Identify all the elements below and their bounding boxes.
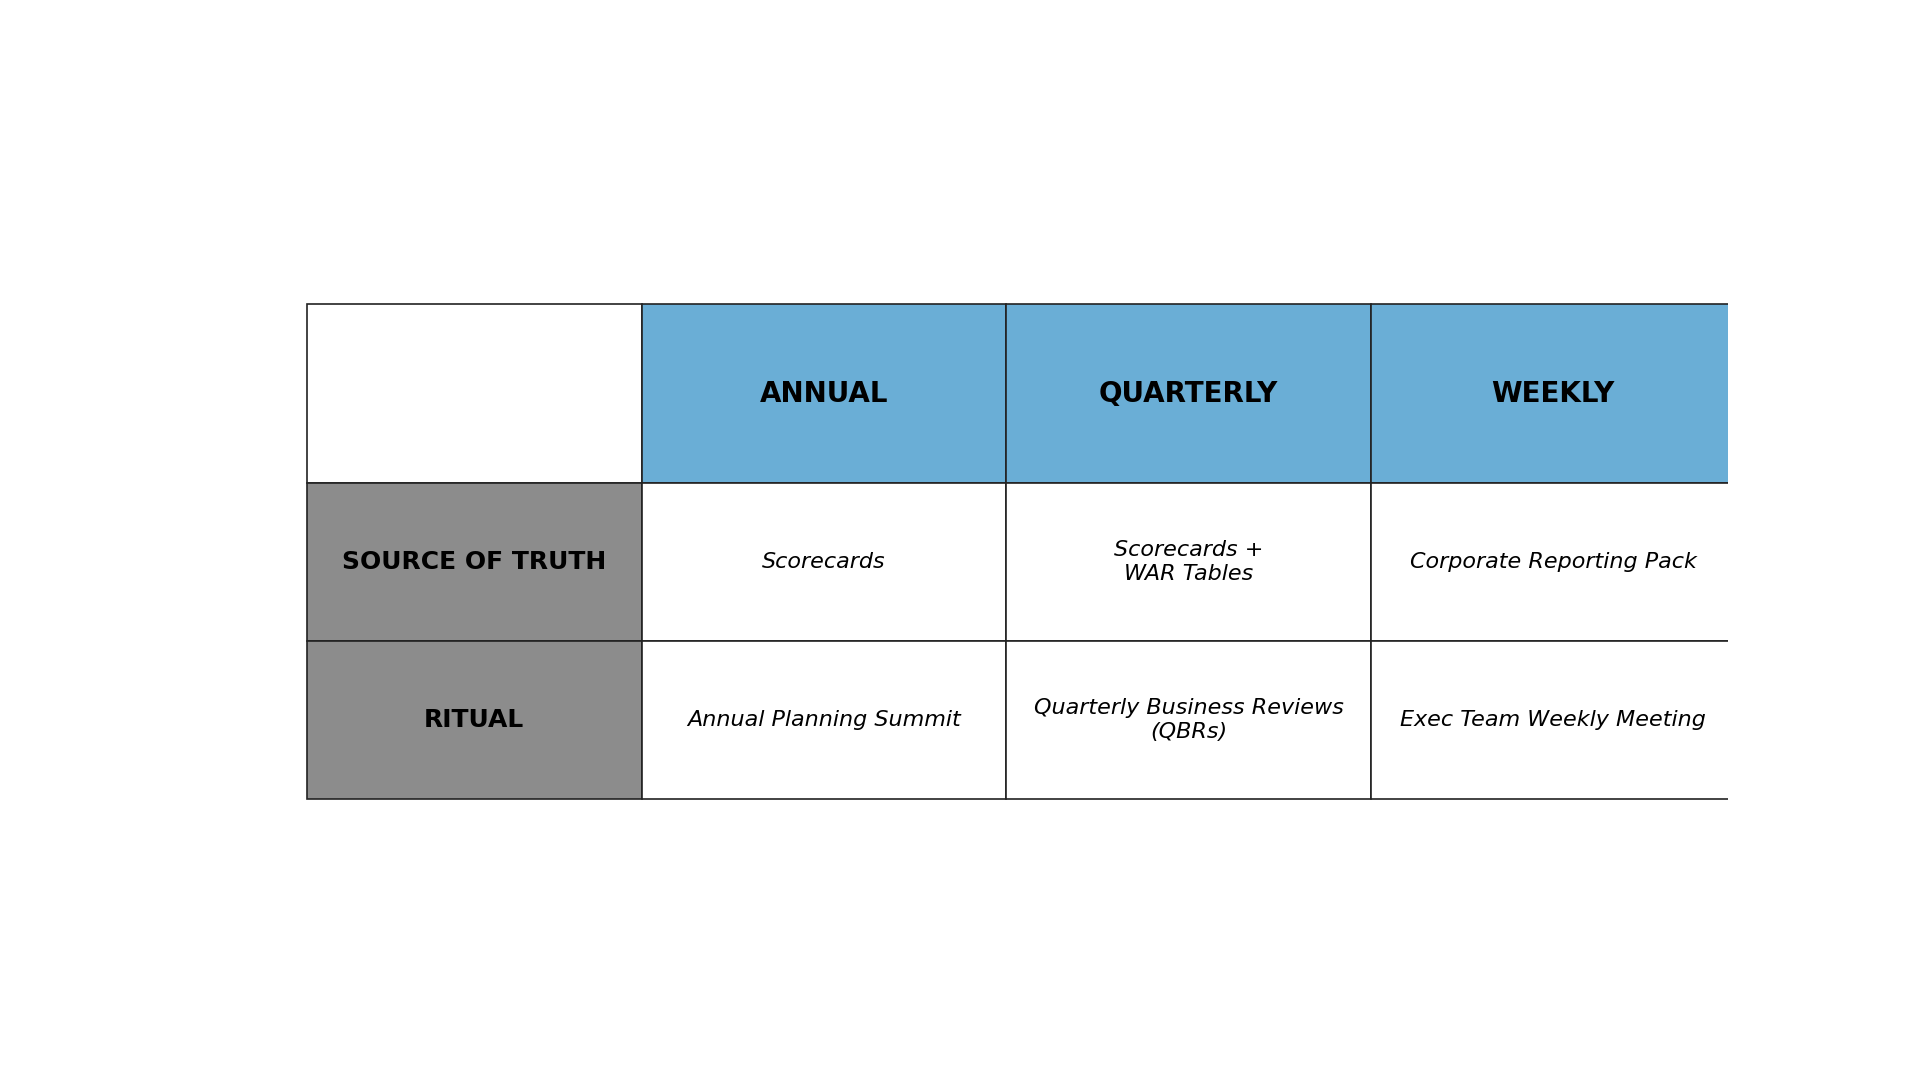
Bar	[1371, 483, 1736, 642]
Text: Scorecards: Scorecards	[762, 552, 885, 572]
Bar	[641, 483, 1006, 642]
Text: ANNUAL: ANNUAL	[760, 380, 889, 407]
Text: SOURCE OF TRUTH: SOURCE OF TRUTH	[342, 550, 607, 575]
Bar	[307, 642, 641, 799]
Text: Exec Team Weekly Meeting: Exec Team Weekly Meeting	[1400, 710, 1707, 730]
Text: Quarterly Business Reviews
(QBRs): Quarterly Business Reviews (QBRs)	[1033, 699, 1344, 742]
Text: Scorecards +
WAR Tables: Scorecards + WAR Tables	[1114, 540, 1263, 583]
Bar	[1006, 642, 1371, 799]
Bar	[307, 305, 641, 483]
Text: Annual Planning Summit: Annual Planning Summit	[687, 710, 960, 730]
Bar	[307, 483, 641, 642]
Text: RITUAL: RITUAL	[424, 708, 524, 732]
Text: WEEKLY: WEEKLY	[1492, 380, 1615, 407]
Bar	[1371, 305, 1736, 483]
Bar	[641, 642, 1006, 799]
Bar	[1006, 305, 1371, 483]
Bar	[1006, 483, 1371, 642]
Text: QUARTERLY: QUARTERLY	[1098, 380, 1279, 407]
Bar	[641, 305, 1006, 483]
Bar	[1371, 642, 1736, 799]
Text: Corporate Reporting Pack: Corporate Reporting Pack	[1409, 552, 1697, 572]
